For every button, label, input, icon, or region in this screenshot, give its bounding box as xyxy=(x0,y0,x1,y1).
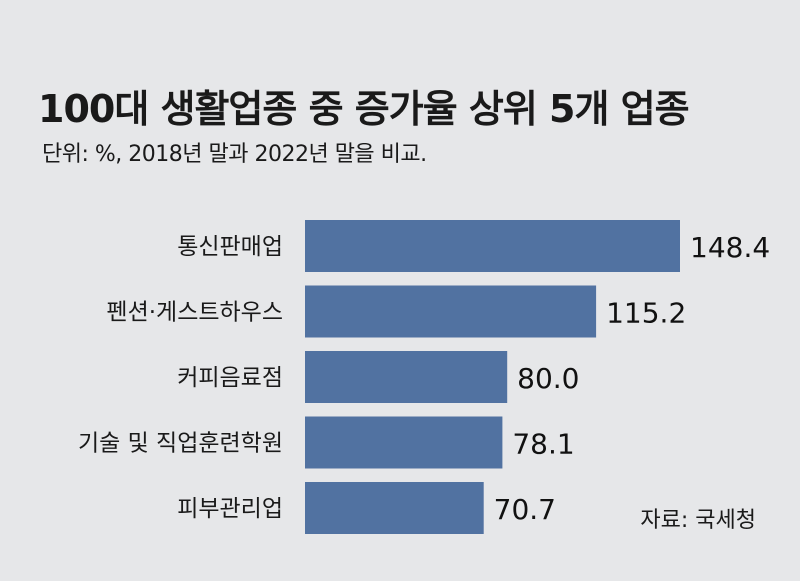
category-label: 피부관리업 xyxy=(177,496,283,522)
chart-subtitle: 단위: %, 2018년 말과 2022년 말을 비교. xyxy=(42,142,427,167)
source-note: 자료: 국세청 xyxy=(640,508,756,533)
bar xyxy=(305,482,484,534)
value-label: 70.7 xyxy=(494,493,556,526)
category-label: 펜션·게스트하우스 xyxy=(106,300,283,326)
value-label: 80.0 xyxy=(517,362,579,395)
chart-title: 100대 생활업종 중 증가율 상위 5개 업종 xyxy=(38,87,690,131)
bar xyxy=(305,220,680,272)
value-label: 148.4 xyxy=(690,231,770,264)
bar xyxy=(305,351,508,403)
bar xyxy=(305,416,503,469)
category-label: 통신판매업 xyxy=(177,234,283,260)
category-label: 기술 및 직업훈련학원 xyxy=(78,431,283,457)
category-label: 커피음료점 xyxy=(177,365,283,391)
value-label: 78.1 xyxy=(512,428,574,461)
value-label: 115.2 xyxy=(606,297,686,330)
bar xyxy=(305,285,597,338)
